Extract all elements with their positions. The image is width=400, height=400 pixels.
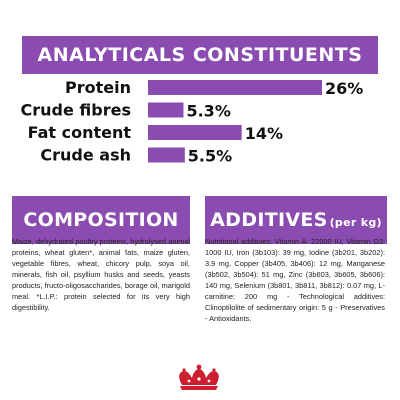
value-label: 14%	[245, 124, 283, 143]
additives-text: Nutritional additives: Vitamin A: 22000 …	[205, 237, 385, 323]
category-label: Protein	[65, 78, 131, 97]
composition-banner: COMPOSITION	[12, 196, 190, 244]
bar	[148, 147, 185, 163]
constituents-chart: Protein 26% Crude fibres 5.3% Fat content 14%…	[21, 78, 364, 166]
bar	[148, 125, 242, 140]
additives-unit: (per kg)	[329, 216, 382, 229]
value-label: 5.5%	[188, 147, 232, 166]
composition-text: Maize, dehydrated poultry proteins, hydr…	[12, 237, 190, 312]
bar	[148, 80, 322, 95]
bar	[148, 102, 184, 118]
royal-crown-icon	[179, 364, 219, 390]
value-label: 5.3%	[186, 102, 230, 121]
category-label: Crude fibres	[21, 101, 131, 120]
category-label: Fat content	[28, 123, 132, 142]
additives-banner: ADDITIVES (per kg)	[205, 196, 387, 244]
constituents-title: ANALYTICALS CONSTITUENTS	[37, 44, 363, 66]
constituents-banner: ANALYTICALS CONSTITUENTS	[22, 36, 378, 74]
additives-title-text: ADDITIVES	[210, 209, 328, 231]
composition-title: COMPOSITION	[23, 209, 179, 231]
category-label: Crude ash	[40, 146, 131, 165]
additives-title: ADDITIVES (per kg)	[210, 209, 382, 231]
value-label: 26%	[325, 79, 363, 98]
